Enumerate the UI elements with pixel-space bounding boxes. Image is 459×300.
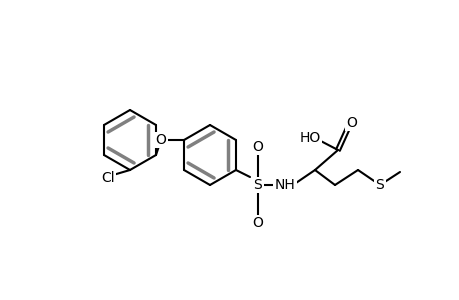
Text: S: S	[375, 178, 384, 192]
Text: O: O	[252, 140, 263, 154]
Text: O: O	[346, 116, 357, 130]
Text: HO: HO	[299, 131, 320, 145]
Text: O: O	[252, 216, 263, 230]
Text: Cl: Cl	[101, 171, 115, 185]
Text: O: O	[155, 133, 166, 147]
Text: NH: NH	[274, 178, 295, 192]
Text: S: S	[253, 178, 262, 192]
